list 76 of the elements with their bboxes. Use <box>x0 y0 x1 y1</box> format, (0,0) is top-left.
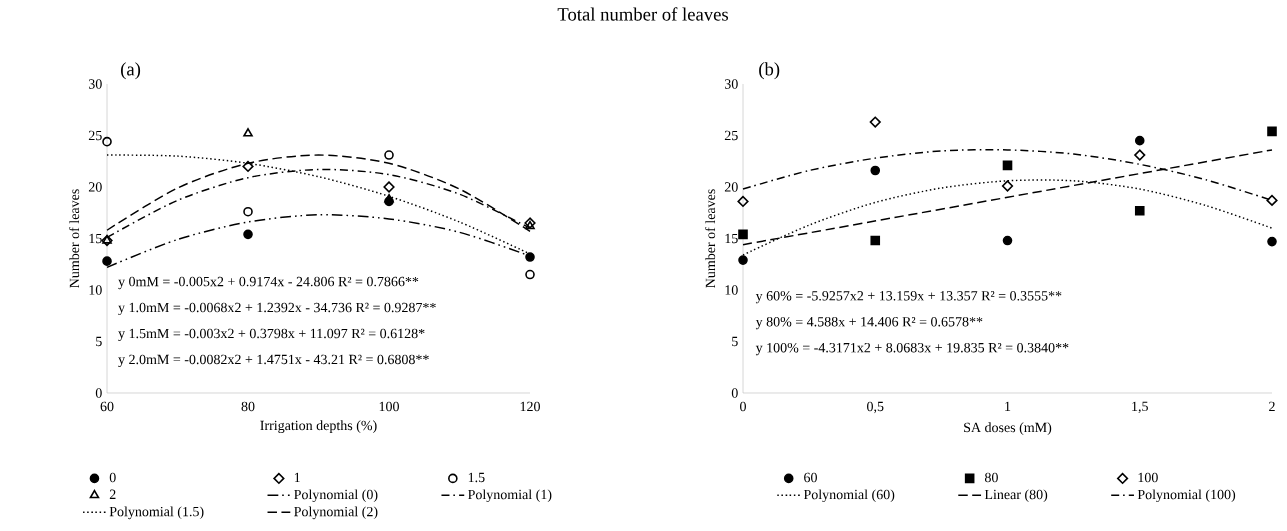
y-tick-label: 10 <box>89 285 102 295</box>
x-tick-label: 1 <box>1005 401 1011 411</box>
text: (a) <box>121 62 141 80</box>
legend-label: Polynomial (2) <box>294 506 378 520</box>
x-tick-label: 0 <box>740 401 746 412</box>
y-tick-label: 30 <box>88 79 102 89</box>
point <box>1001 180 1014 192</box>
point <box>1266 194 1278 206</box>
y-tick-label: 15 <box>89 233 102 244</box>
point <box>1134 205 1145 216</box>
point <box>102 136 112 147</box>
legend-label: 60 <box>804 472 817 483</box>
point <box>383 181 395 193</box>
legend-label: 2 <box>109 489 116 499</box>
legend-label: Polynomial (60) <box>803 489 895 503</box>
point <box>1134 149 1146 161</box>
x-tick-label: 1,5 <box>1132 401 1148 414</box>
point <box>1267 126 1277 137</box>
legend-label: Linear (80) <box>984 489 1048 503</box>
annotation: y 100% = -4.3171x2 + 8.0683x + 19.835 R² = 0.3840** <box>755 342 1069 356</box>
legend-label: Polynomial (0) <box>294 489 378 503</box>
point <box>1002 160 1013 171</box>
y-axis-title: Number of leaves <box>705 189 716 288</box>
point <box>738 229 748 240</box>
x-axis-title: Irrigation depths (%) <box>260 420 377 434</box>
y-tick-label: 25 <box>724 130 738 141</box>
y-tick-label: 0 <box>95 388 102 398</box>
point <box>242 160 254 172</box>
text: (b) <box>759 62 780 80</box>
legend-label: 100 <box>1138 472 1158 483</box>
point <box>1134 135 1145 146</box>
text: Total number of leaves <box>557 7 729 21</box>
legend-label: 0 <box>109 472 116 483</box>
y-tick-label: 30 <box>724 79 738 89</box>
x-tick-label: 2 <box>1269 401 1275 411</box>
point <box>738 255 748 265</box>
legend-label: Polynomial (1.5) <box>109 506 204 520</box>
point <box>869 116 881 128</box>
y-tick-label: 15 <box>725 233 738 244</box>
point <box>102 256 112 266</box>
x-axis-title: SA doses (mM) <box>964 422 1052 435</box>
legend-label: Polynomial (100) <box>1137 489 1236 503</box>
y-tick-label: 25 <box>88 130 102 141</box>
y-tick-label: 0 <box>731 388 738 398</box>
y-tick-label: 5 <box>96 336 102 347</box>
x-tick-label: 0,5 <box>867 401 884 414</box>
legend-label: 80 <box>984 472 998 483</box>
point <box>525 269 535 280</box>
x-tick-label: 100 <box>379 401 399 412</box>
point <box>1002 235 1013 246</box>
point <box>243 229 253 240</box>
legend-label: 1 <box>294 472 300 483</box>
point <box>384 193 394 203</box>
annotation: y 1.5mM = -0.003x2 + 0.3798x + 11.097 R² = 0.6128* <box>118 328 425 342</box>
annotation: y 1.0mM = -0.0068x2 + 1.2392x - 34.736 R² = 0.9287** <box>118 302 436 316</box>
annotation: y 0mM = -0.005x2 + 0.9174x - 24.806 R² = 0.7866** <box>118 276 419 290</box>
point <box>243 206 253 217</box>
annotation: y 80% = 4.588x + 14.406 R² = 0.6578** <box>755 316 983 330</box>
legend-label: 1.5 <box>468 472 485 483</box>
point <box>384 150 394 160</box>
point <box>525 252 535 262</box>
x-tick-label: 60 <box>100 401 114 412</box>
y-tick-label: 20 <box>88 182 102 192</box>
x-tick-label: 120 <box>520 401 540 412</box>
x-tick-label: 80 <box>241 401 255 412</box>
point <box>870 165 881 176</box>
y-axis-title: Number of leaves <box>69 189 80 288</box>
point <box>243 128 253 137</box>
y-tick-label: 10 <box>725 285 738 295</box>
annotation: y 2.0mM = -0.0082x2 + 1.4751x - 43.21 R² = 0.6808** <box>118 354 429 368</box>
legend-label: Polynomial (1) <box>468 489 552 503</box>
point <box>737 195 749 208</box>
annotation: y 60% = -5.9257x2 + 13.159x + 13.357 R² = 0.3555** <box>755 291 1062 304</box>
point <box>870 235 881 246</box>
y-tick-label: 20 <box>724 182 738 192</box>
y-tick-label: 5 <box>732 336 738 347</box>
